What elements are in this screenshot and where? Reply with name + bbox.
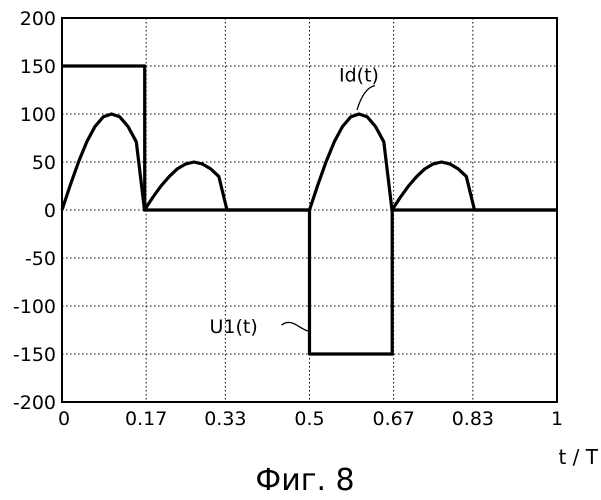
y-tick-label: 200 bbox=[20, 8, 56, 30]
series-label-u1: U1(t) bbox=[210, 316, 258, 338]
series-u1-line bbox=[62, 66, 557, 354]
x-tick-label: 0.83 bbox=[452, 408, 494, 430]
y-tick-label: -100 bbox=[13, 296, 56, 318]
y-tick-label: -50 bbox=[25, 248, 56, 270]
x-tick-label: 0.67 bbox=[372, 408, 414, 430]
series-lines bbox=[62, 66, 557, 354]
x-tick-labels: 0 0.17 0.33 0.5 0.67 0.83 1 bbox=[58, 408, 563, 430]
series-leader-id bbox=[357, 86, 375, 110]
y-tick-label: 100 bbox=[20, 104, 56, 126]
x-tick-label: 0.5 bbox=[294, 408, 324, 430]
series-annotations: Id(t) U1(t) bbox=[210, 65, 379, 339]
y-tick-label: 0 bbox=[44, 200, 56, 222]
x-tick-label: 1 bbox=[551, 408, 563, 430]
y-tick-labels: 200 150 100 50 0 -50 -100 -150 -200 bbox=[13, 8, 56, 414]
figure-caption: Фиг. 8 bbox=[255, 463, 354, 498]
y-tick-label: 150 bbox=[20, 56, 56, 78]
y-tick-label: 50 bbox=[32, 152, 56, 174]
x-tick-label: 0.33 bbox=[204, 408, 246, 430]
x-axis-label: t / T bbox=[558, 445, 598, 469]
series-label-id: Id(t) bbox=[339, 65, 379, 87]
y-tick-label: -150 bbox=[13, 344, 56, 366]
x-tick-label: 0.17 bbox=[125, 408, 167, 430]
y-tick-label: -200 bbox=[13, 392, 56, 414]
series-leader-u1 bbox=[282, 322, 309, 331]
x-tick-label: 0 bbox=[58, 408, 70, 430]
